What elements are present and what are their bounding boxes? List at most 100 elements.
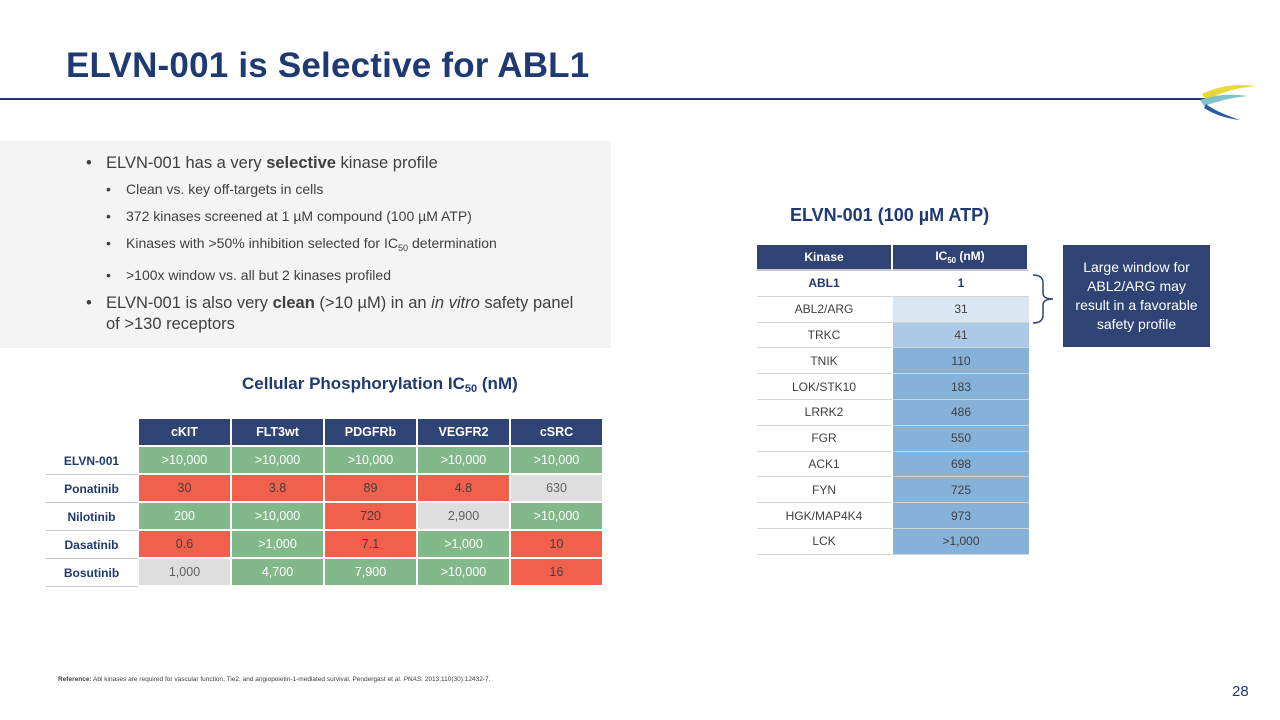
table-row: FGR 550 (757, 425, 1029, 452)
safety-callout: Large window for ABL2/ARG may result in … (1063, 245, 1210, 347)
table-row: Ponatinib 30 3.8 89 4.8 630 (46, 475, 604, 503)
kinase-name-cell: LRRK2 (757, 399, 893, 426)
ic50-value-cell: 725 (893, 477, 1029, 504)
table-cell: 200 (139, 503, 232, 531)
table-cell: 89 (325, 475, 418, 503)
ic50-column-header: IC50 (nM) (893, 245, 1029, 271)
row-header: Dasatinib (46, 531, 139, 559)
kinase-name-cell: ABL1 (757, 271, 893, 297)
bullet-item: 372 kinases screened at 1 µM compound (1… (106, 207, 586, 225)
table-cell: 7,900 (325, 559, 418, 587)
table-row: ACK1 698 (757, 451, 1029, 478)
ic50-value-cell: 183 (893, 374, 1029, 400)
table-cell: >10,000 (232, 447, 325, 475)
kinase-name-cell: HGK/MAP4K4 (757, 503, 893, 529)
ic50-value-cell: 973 (893, 503, 1029, 529)
table-cell: 16 (511, 559, 604, 587)
table-cell: 4,700 (232, 559, 325, 587)
title-divider (0, 98, 1210, 100)
kinase-column-header: Kinase (757, 245, 893, 271)
table-cell: 3.8 (232, 475, 325, 503)
ic50-value-cell: 1 (893, 271, 1029, 297)
bullet-text: Clean vs. key off-targets in cells (126, 181, 324, 197)
table-cell: 10 (511, 531, 604, 559)
ic50-value-cell: 550 (893, 425, 1029, 452)
bullet-text: (>10 µM) in an (314, 294, 432, 312)
table-row: ELVN-001 >10,000 >10,000 >10,000 >10,000 >10,… (46, 447, 604, 475)
table-cell: >10,000 (511, 503, 604, 531)
bullet-item: ELVN-001 is also very clean (>10 µM) in … (86, 293, 586, 335)
cellular-ic50-table: cKIT FLT3wt PDGFRb VEGFR2 cSRC ELVN-001 >10,0… (46, 419, 604, 587)
kinase-name-cell: ABL2/ARG (757, 296, 893, 323)
slide-title: ELVN-001 is Selective for ABL1 (66, 46, 590, 85)
page-number: 28 (1232, 683, 1249, 700)
kinase-name-cell: TNIK (757, 348, 893, 375)
row-header: ELVN-001 (46, 447, 139, 475)
column-header: cKIT (139, 419, 232, 447)
cellular-table-title: Cellular Phosphorylation IC50 (nM) (242, 374, 518, 395)
table-row: HGK/MAP4K4 973 (757, 503, 1029, 529)
bullet-text: kinase profile (335, 154, 438, 172)
bullet-item: >100x window vs. all but 2 kinases profi… (106, 266, 586, 284)
table-cell: 7.1 (325, 531, 418, 559)
table-cell: >10,000 (139, 447, 232, 475)
table-cell: >10,000 (511, 447, 604, 475)
reference-footnote: Reference: Abl kinases are required for … (58, 676, 491, 683)
summary-panel: ELVN-001 has a very selective kinase pro… (0, 141, 611, 348)
kinase-name-cell: FYN (757, 477, 893, 504)
table-row: TRKC 41 (757, 322, 1029, 349)
table-row: LCK >1,000 (757, 528, 1029, 555)
table-cell: >10,000 (232, 503, 325, 531)
bullet-item: Clean vs. key off-targets in cells (106, 180, 586, 198)
column-header: VEGFR2 (418, 419, 511, 447)
bullet-text: Kinases with >50% inhibition selected fo… (126, 235, 398, 251)
kinase-table-title: ELVN-001 (100 µM ATP) (790, 205, 990, 225)
table-cell: 2,900 (418, 503, 511, 531)
bullet-text: in vitro (431, 294, 480, 312)
table-row: FYN 725 (757, 477, 1029, 504)
bullet-text: determination (408, 235, 497, 251)
kinase-name-cell: LOK/STK10 (757, 374, 893, 400)
table-cell: >10,000 (418, 559, 511, 587)
table-row: ABL2/ARG 31 (757, 296, 1029, 323)
company-logo-icon (1200, 85, 1256, 120)
bullet-text: ELVN-001 is also very (106, 294, 273, 312)
table-row: LRRK2 486 (757, 399, 1029, 426)
row-header: Ponatinib (46, 475, 139, 503)
ic50-value-cell: 486 (893, 399, 1029, 426)
cellular-header-row: cKIT FLT3wt PDGFRb VEGFR2 cSRC (46, 419, 604, 447)
table-cell: >1,000 (418, 531, 511, 559)
bracket-icon (1032, 274, 1054, 324)
column-header: cSRC (511, 419, 604, 447)
table-corner (46, 419, 139, 447)
bullet-text: 372 kinases screened at 1 µM compound (1… (126, 208, 472, 224)
bullet-text: ELVN-001 has a very (106, 154, 267, 172)
bullet-text: >100x window vs. all but 2 kinases profi… (126, 267, 391, 283)
table-cell: 630 (511, 475, 604, 503)
table-cell: 720 (325, 503, 418, 531)
table-row: ABL1 1 (757, 271, 1029, 297)
ic50-value-cell: 41 (893, 322, 1029, 349)
row-header: Nilotinib (46, 503, 139, 531)
ic50-value-cell: 110 (893, 348, 1029, 375)
kinase-name-cell: FGR (757, 425, 893, 452)
table-row: TNIK 110 (757, 348, 1029, 375)
column-header: FLT3wt (232, 419, 325, 447)
table-row: Nilotinib 200 >10,000 720 2,900 >10,000 (46, 503, 604, 531)
ic50-value-cell: >1,000 (893, 528, 1029, 555)
table-cell: 1,000 (139, 559, 232, 587)
summary-bullets: ELVN-001 has a very selective kinase pro… (86, 153, 586, 341)
table-row: Dasatinib 0.6 >1,000 7.1 >1,000 10 (46, 531, 604, 559)
table-row: Bosutinib 1,000 4,700 7,900 >10,000 16 (46, 559, 604, 587)
bullet-text: selective (266, 154, 336, 172)
kinase-name-cell: ACK1 (757, 451, 893, 478)
column-header: PDGFRb (325, 419, 418, 447)
kinase-ic50-table: Kinase IC50 (nM) ABL1 1 ABL2/ARG 31 TRKC 41 TN… (757, 245, 1029, 555)
bullet-text: 50 (397, 243, 409, 253)
bullet-item: ELVN-001 has a very selective kinase pro… (86, 153, 586, 174)
table-row: LOK/STK10 183 (757, 374, 1029, 400)
table-cell: >10,000 (325, 447, 418, 475)
kinase-name-cell: LCK (757, 528, 893, 555)
kinase-header-row: Kinase IC50 (nM) (757, 245, 1029, 271)
bullet-text: safety panel of >130 receptors (106, 294, 574, 333)
